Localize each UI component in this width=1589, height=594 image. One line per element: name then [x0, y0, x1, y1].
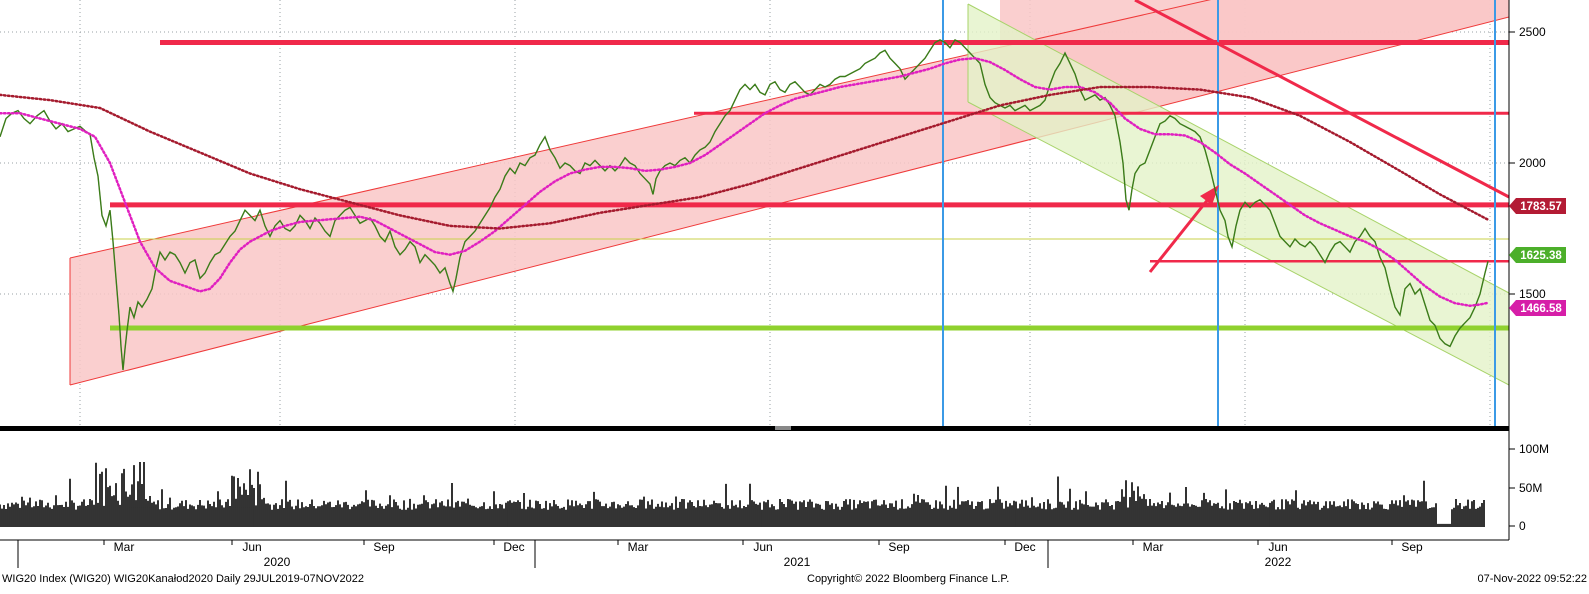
footer-right: 07-Nov-2022 09:52:22	[1478, 573, 1587, 585]
month-label-8: Mar	[1143, 540, 1164, 554]
year-label-1: 2021	[784, 555, 811, 569]
footer-center: Copyright© 2022 Bloomberg Finance L.P.	[807, 573, 1009, 585]
vol-tick-label-1: 50M	[1519, 481, 1542, 495]
volume-axis: 100M 50M 0	[1509, 442, 1549, 533]
series-layer	[0, 38, 1490, 371]
value-tag-bg-0	[1509, 198, 1566, 214]
green-channel-upper	[967, 3, 1509, 294]
value-tag-label-2: 1466.58	[1520, 303, 1562, 315]
y-tick-label-1: 2000	[1519, 156, 1546, 170]
vertical-markers	[942, 0, 1496, 426]
series-line-1	[0, 56, 1490, 308]
vol-tick-label-0: 100M	[1519, 442, 1549, 456]
y-axis: 1500 2000 2500	[1509, 25, 1546, 301]
last-value-tags: 1783.57 1625.38 1466.58	[1509, 198, 1566, 316]
volume-panel	[0, 462, 1485, 527]
month-label-1: Jun	[242, 540, 261, 554]
x-axis: Mar Jun Sep Dec Mar Jun Sep Dec Mar Jun Sep 2020 202…	[17, 540, 1423, 569]
arrow-head	[1200, 185, 1219, 205]
month-label-5: Jun	[753, 540, 772, 554]
month-label-0: Mar	[114, 540, 135, 554]
year-label-0: 2020	[264, 555, 291, 569]
y-tick-label-0: 1500	[1519, 287, 1546, 301]
value-tag-label-0: 1783.57	[1520, 201, 1562, 213]
month-label-6: Sep	[888, 540, 910, 554]
levels	[110, 39, 1509, 331]
month-label-4: Mar	[628, 540, 649, 554]
descending-trendline	[1134, 0, 1509, 199]
red-channel-lower	[69, 16, 1509, 386]
panel-separator	[0, 426, 1509, 431]
month-label-3: Dec	[503, 540, 524, 554]
vol-tick-label-2: 0	[1519, 519, 1526, 533]
arrow-shaft	[1148, 192, 1215, 273]
value-tag-bg-1	[1509, 247, 1566, 263]
value-tag-label-1: 1625.38	[1520, 250, 1562, 262]
annotations	[1134, 0, 1509, 273]
month-label-7: Dec	[1014, 540, 1035, 554]
green-channel-lower	[967, 101, 1509, 386]
year-label-2: 2022	[1265, 555, 1292, 569]
series-line-0	[0, 38, 1489, 371]
separator-handle[interactable]	[775, 426, 791, 430]
footer-left: WIG20 Index (WIG20) WIG20Kanałod2020 Dai…	[2, 573, 364, 585]
month-label-9: Jun	[1268, 540, 1287, 554]
month-label-10: Sep	[1401, 540, 1423, 554]
volume-bars	[0, 462, 1485, 527]
y-tick-label-2: 2500	[1519, 25, 1546, 39]
month-label-2: Sep	[373, 540, 395, 554]
series-line-2	[0, 85, 1490, 230]
value-tag-bg-2	[1509, 300, 1566, 316]
